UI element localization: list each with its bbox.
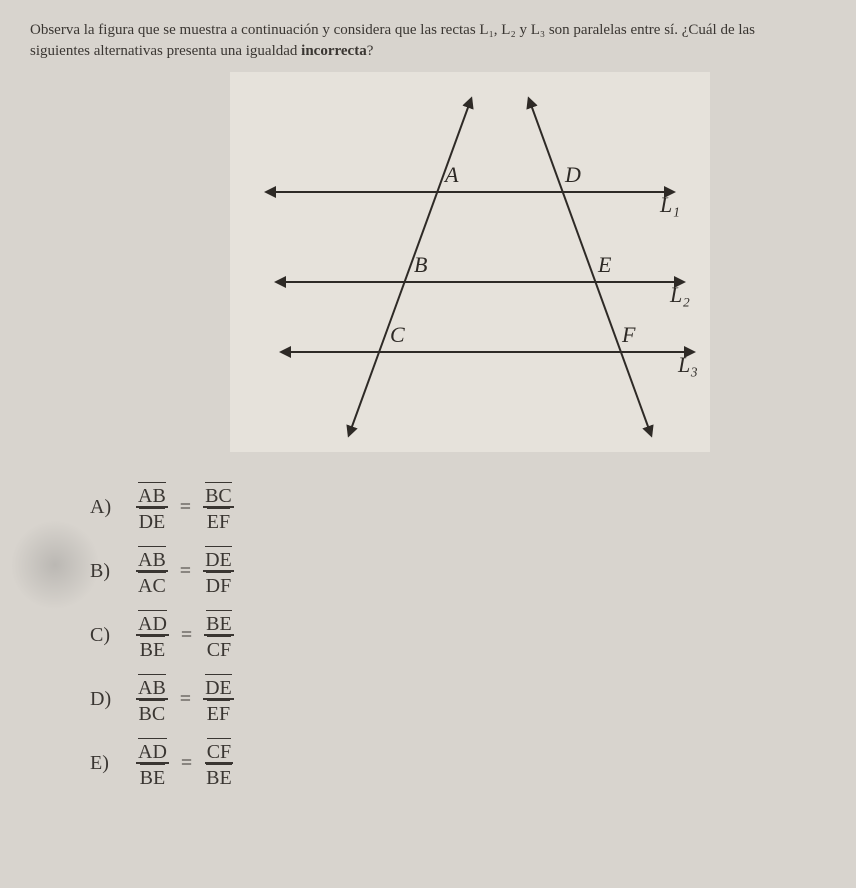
svg-text:A: A — [443, 162, 459, 187]
option-label: D) — [90, 688, 130, 711]
segment: DE — [205, 674, 232, 698]
option-row[interactable]: E)ADBE=CFBE — [90, 738, 826, 788]
segment: AD — [138, 610, 167, 634]
svg-text:E: E — [597, 252, 612, 277]
segment: EF — [207, 700, 230, 724]
fraction: DEEF — [203, 674, 234, 724]
equals-sign: = — [180, 560, 191, 583]
fraction: ADBE — [136, 610, 169, 660]
segment: DE — [205, 546, 232, 570]
segment: AC — [138, 572, 166, 596]
segment: BE — [140, 636, 166, 660]
segment: BC — [205, 482, 232, 506]
segment: EF — [207, 508, 230, 532]
segment: CF — [207, 738, 231, 762]
equals-sign: = — [180, 688, 191, 711]
segment: AB — [138, 674, 166, 698]
fraction: BECF — [204, 610, 234, 660]
segment: BE — [140, 764, 166, 788]
svg-text:C: C — [390, 322, 405, 347]
option-row[interactable]: D) ABBC = DEEF — [90, 674, 826, 724]
fraction: DEDF — [203, 546, 234, 596]
option-label: C) — [90, 624, 130, 647]
fraction: ABAC — [136, 546, 168, 596]
option-label: E) — [90, 752, 130, 775]
answer-options: A)ABDE=BCEFB)ABAC=DEDFC)ADBE=BECFD)ABBC=… — [90, 482, 826, 788]
fraction: ABBC — [136, 674, 168, 724]
segment: BE — [206, 764, 232, 788]
svg-text:L₃: L₃ — [677, 352, 698, 377]
segment: DE — [139, 508, 166, 532]
fraction: BCEF — [203, 482, 234, 532]
question-text: Observa la figura que se muestra a conti… — [30, 20, 810, 62]
question-incorrecta: incorrecta — [301, 43, 367, 59]
fraction: ABDE — [136, 482, 168, 532]
segment: AB — [138, 546, 166, 570]
equals-sign: = — [181, 624, 192, 647]
question-qmark: ? — [367, 43, 374, 59]
svg-text:F: F — [621, 322, 636, 347]
segment: BC — [139, 700, 166, 724]
option-row[interactable]: B)ABAC=DEDF — [90, 546, 826, 596]
equals-sign: = — [180, 496, 191, 519]
option-label: A) — [90, 496, 130, 519]
segment: AD — [138, 738, 167, 762]
svg-text:B: B — [414, 252, 427, 277]
svg-text:L₂: L₂ — [669, 282, 690, 307]
geometry-figure: L₁ L₂ L₃ A D B E C F — [230, 72, 710, 452]
svg-text:D: D — [564, 162, 581, 187]
option-row[interactable]: C)ADBE=BECF — [90, 610, 826, 660]
paper-smudge — [10, 520, 100, 610]
option-row[interactable]: A) ABDE = BCEF — [90, 482, 826, 532]
figure-svg: L₁ L₂ L₃ A D B E C F — [230, 72, 710, 452]
question-line1: Observa la figura que se muestra a conti… — [30, 22, 527, 38]
fraction: CFBE — [204, 738, 234, 788]
equals-sign: = — [181, 752, 192, 775]
segment: DF — [206, 572, 232, 596]
svg-text:L₁: L₁ — [659, 192, 680, 217]
segment: BE — [206, 610, 232, 634]
segment: CF — [207, 636, 231, 660]
fraction: ADBE — [136, 738, 169, 788]
segment: AB — [138, 482, 166, 506]
